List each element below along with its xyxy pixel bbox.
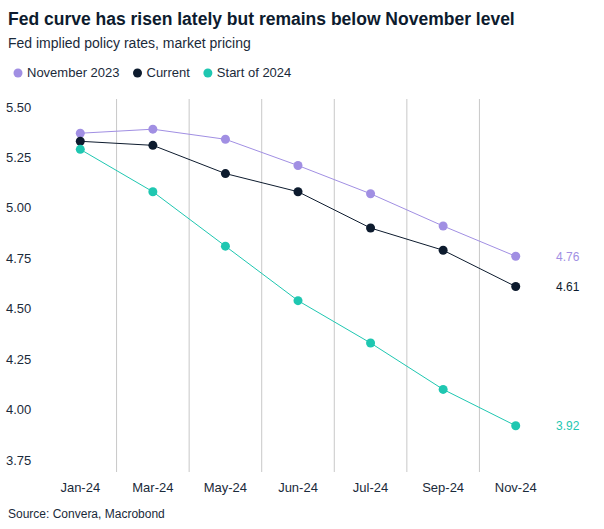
- grid-line: [406, 99, 407, 472]
- x-tick-label: Mar-24: [132, 480, 173, 495]
- series-marker: [148, 141, 157, 150]
- series-marker: [511, 282, 520, 291]
- series-marker: [76, 145, 85, 154]
- x-tick-label: Nov-24: [495, 480, 537, 495]
- series-line: [80, 141, 515, 286]
- series-marker: [439, 246, 448, 255]
- data-label: 3.92: [556, 419, 580, 433]
- plot-area: [76, 125, 520, 431]
- series-line: [80, 129, 515, 256]
- series-marker: [294, 187, 303, 196]
- legend-label: November 2023: [27, 65, 120, 80]
- series-marker: [221, 169, 230, 178]
- y-axis: 5.50 5.25 5.00 4.75 4.50 4.25 4.00 3.75: [6, 100, 31, 468]
- legend-marker: [203, 69, 212, 78]
- y-tick-label: 4.50: [6, 301, 31, 316]
- series-marker: [366, 224, 375, 233]
- grid-line: [334, 99, 335, 472]
- series-marker: [366, 189, 375, 198]
- data-label: 4.61: [556, 280, 580, 294]
- series-marker: [76, 129, 85, 138]
- series-marker: [294, 161, 303, 170]
- x-tick-label: Sep-24: [422, 480, 464, 495]
- legend-marker: [133, 69, 142, 78]
- grid: [117, 99, 480, 472]
- series-marker: [76, 137, 85, 146]
- series-marker: [511, 421, 520, 430]
- y-tick-label: 3.75: [6, 453, 31, 468]
- legend: November 2023 Current Start of 2024: [14, 65, 292, 80]
- x-tick-label: May-24: [204, 480, 247, 495]
- series-marker: [221, 135, 230, 144]
- chart-title: Fed curve has risen lately but remains b…: [8, 9, 515, 29]
- y-tick-label: 4.25: [6, 352, 31, 367]
- y-tick-label: 4.75: [6, 251, 31, 266]
- grid-line: [116, 99, 117, 472]
- y-tick-label: 5.25: [6, 150, 31, 165]
- x-tick-label: Jan-24: [60, 480, 100, 495]
- grid-line: [479, 99, 480, 472]
- series-marker: [148, 187, 157, 196]
- grid-line: [189, 99, 190, 472]
- y-tick-label: 5.00: [6, 200, 31, 215]
- grid-line: [261, 99, 262, 472]
- series-marker: [148, 125, 157, 134]
- series-marker: [511, 252, 520, 261]
- chart-subtitle: Fed implied policy rates, market pricing: [8, 35, 251, 51]
- source-note: Source: Convera, Macrobond: [8, 507, 165, 521]
- y-tick-label: 4.00: [6, 402, 31, 417]
- legend-marker: [14, 69, 23, 78]
- series-marker: [439, 222, 448, 231]
- y-tick-label: 5.50: [6, 100, 31, 115]
- data-label: 4.76: [556, 250, 580, 264]
- x-tick-label: Jul-24: [353, 480, 388, 495]
- series-marker: [366, 339, 375, 348]
- series-line: [80, 149, 515, 425]
- legend-label: Start of 2024: [217, 65, 291, 80]
- series-marker: [439, 385, 448, 394]
- x-tick-label: Jun-24: [278, 480, 318, 495]
- series-marker: [221, 242, 230, 251]
- series-marker: [294, 296, 303, 305]
- legend-label: Current: [147, 65, 191, 80]
